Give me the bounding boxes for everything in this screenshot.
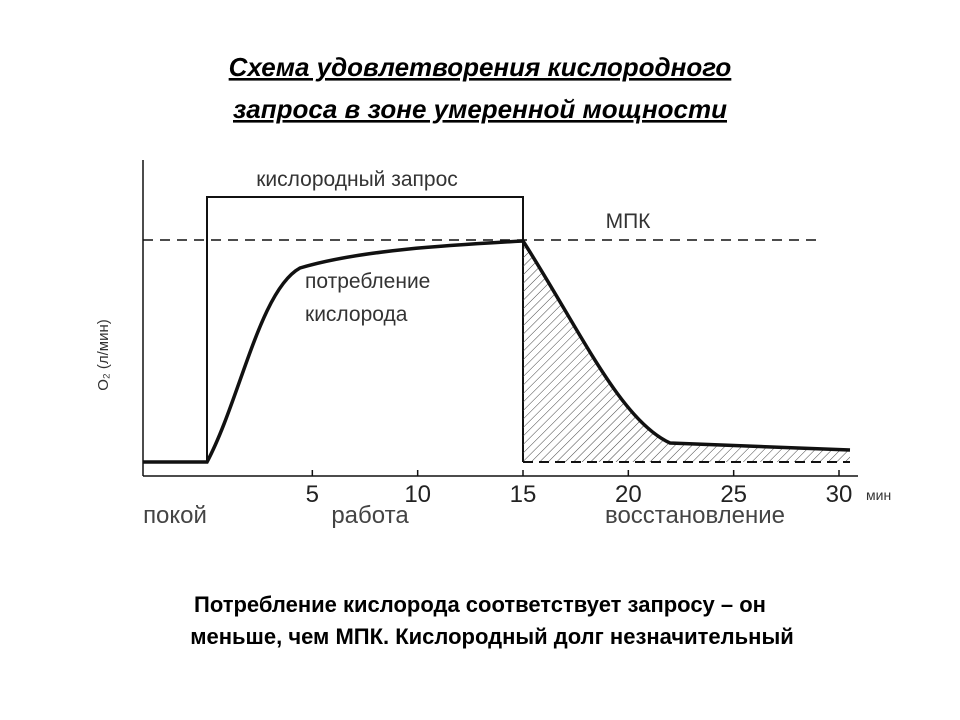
- vo2max-label: МПК: [606, 210, 652, 233]
- demand-label: кислородный запрос: [256, 168, 458, 191]
- plot: [142, 160, 858, 477]
- x-tick-label: 5: [306, 481, 319, 508]
- title-line: запроса в зоне умеренной мощности: [233, 94, 727, 124]
- oxygen-debt: [523, 241, 850, 462]
- y-axis-label: O₂ (л/мин): [95, 319, 112, 391]
- phase-label: работа: [331, 502, 409, 529]
- title-line: Схема удовлетворения кислородного: [229, 52, 732, 82]
- caption-line: меньше, чем МПК. Кислородный долг незнач…: [190, 624, 794, 649]
- consumption-label: кислорода: [305, 303, 408, 326]
- consumption-label: потребление: [305, 270, 430, 293]
- phase-label: покой: [143, 502, 207, 529]
- x-tick-label: 30: [826, 481, 853, 508]
- caption-line: Потребление кислорода соответствует запр…: [194, 592, 766, 617]
- phase-label: восстановление: [605, 502, 785, 529]
- x-tick-label: 20: [615, 481, 642, 508]
- consumption-curve: [143, 239, 851, 464]
- x-tick-label: 15: [510, 481, 537, 508]
- x-tick-label: 10: [404, 481, 431, 508]
- demand-box: [206, 196, 524, 462]
- x-tick-label: 25: [720, 481, 747, 508]
- x-unit: мин: [866, 487, 891, 503]
- x-ticks: 5 10 15 20 25 30: [306, 470, 853, 508]
